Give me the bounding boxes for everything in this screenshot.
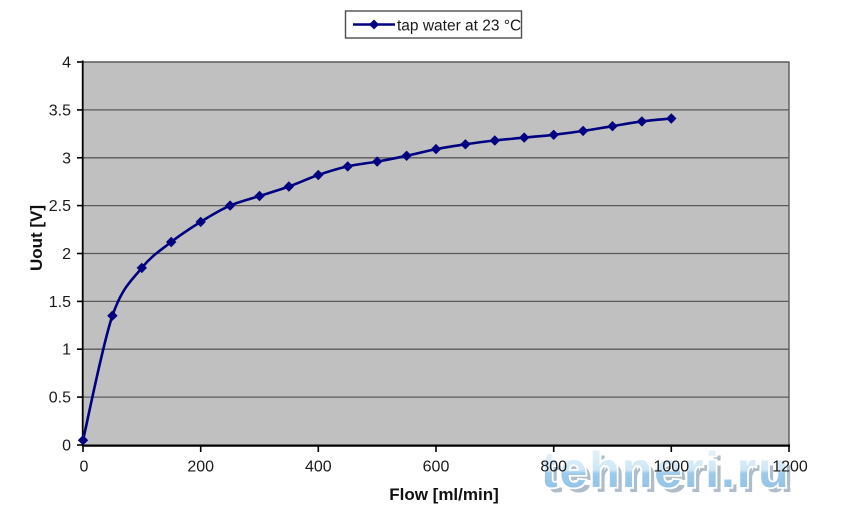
svg-text:0: 0 bbox=[80, 459, 89, 476]
svg-text:0: 0 bbox=[62, 438, 71, 455]
svg-text:2: 2 bbox=[62, 246, 71, 263]
svg-text:0.5: 0.5 bbox=[49, 390, 71, 407]
svg-text:200: 200 bbox=[187, 459, 214, 476]
svg-text:tehneri.ru: tehneri.ru bbox=[541, 442, 791, 498]
svg-text:Uout [V]: Uout [V] bbox=[27, 205, 46, 271]
svg-text:tehneri.ru: tehneri.ru bbox=[546, 447, 796, 503]
svg-text:600: 600 bbox=[423, 459, 450, 476]
svg-text:1.5: 1.5 bbox=[49, 294, 71, 311]
svg-text:1000: 1000 bbox=[654, 459, 690, 476]
svg-text:400: 400 bbox=[305, 459, 332, 476]
svg-text:1: 1 bbox=[62, 342, 71, 359]
svg-text:1200: 1200 bbox=[772, 459, 808, 476]
svg-text:4: 4 bbox=[62, 55, 71, 72]
svg-text:3: 3 bbox=[62, 150, 71, 167]
svg-text:tap water at 23 °C: tap water at 23 °C bbox=[397, 17, 521, 34]
svg-text:2.5: 2.5 bbox=[49, 198, 71, 215]
svg-text:800: 800 bbox=[540, 459, 567, 476]
svg-text:3.5: 3.5 bbox=[49, 102, 71, 119]
svg-text:Flow [ml/min]: Flow [ml/min] bbox=[389, 485, 499, 504]
